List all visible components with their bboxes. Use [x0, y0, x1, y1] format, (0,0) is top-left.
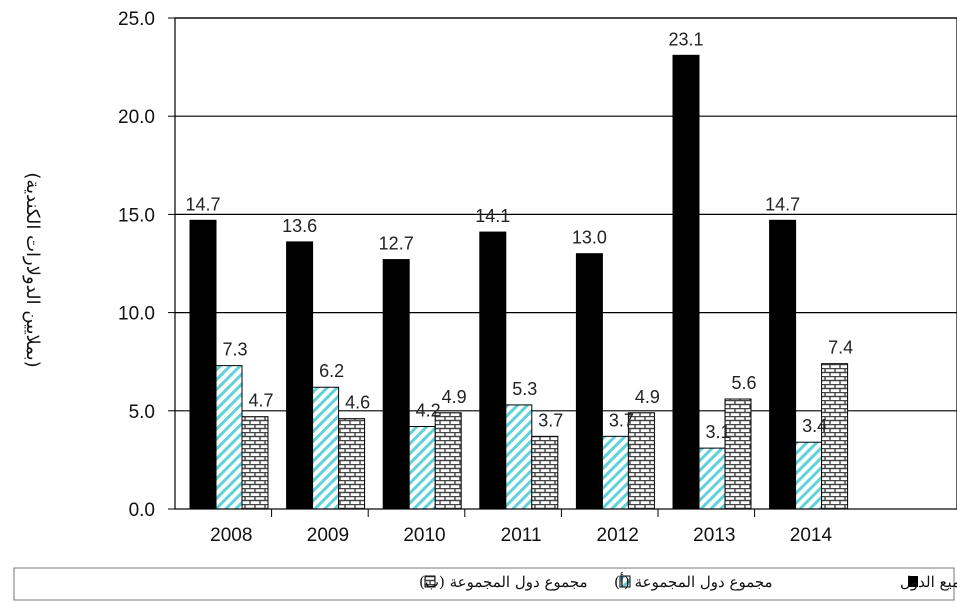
data-label-series-1: 23.1: [668, 29, 703, 49]
data-label-series-1: 14.7: [185, 194, 220, 214]
y-tick-label: 15.0: [118, 205, 155, 226]
y-axis-label: (بملايين الدولارات الكندية): [22, 172, 43, 367]
data-label-series-2: 7.3: [222, 340, 247, 360]
bar-series-3: [821, 363, 849, 510]
bar-series-3: [724, 398, 752, 510]
y-tick-label: 25.0: [118, 9, 155, 30]
data-labels: 14.7 13.6 12.7 14.1 13.0 23.1 14.7 7.3 6.2 4.2 5.3…: [185, 29, 853, 442]
x-tick-label: 2014: [790, 525, 833, 546]
data-label-series-1: 12.7: [379, 234, 414, 254]
data-label-series-2: 3.1: [705, 422, 730, 442]
bar-series-3: [338, 418, 366, 510]
data-label-series-3: 4.9: [442, 387, 467, 407]
legend-label-series-2: مجموع دول المجموعة (أ): [614, 572, 773, 591]
x-tick-label: 2012: [597, 525, 639, 546]
legend-label-series-1: مجموع المستحقات على جميع الدول: [900, 573, 957, 591]
plot-area-frame: [174, 17, 957, 510]
data-label-series-2: 4.2: [416, 401, 441, 421]
x-tick-label: 2008: [210, 525, 252, 546]
legend-swatch-series-1: [908, 576, 918, 587]
y-tick-label: 20.0: [118, 107, 155, 128]
data-label-series-1: 14.1: [475, 206, 510, 226]
data-label-series-2: 3.4: [802, 416, 827, 436]
bar-series-3: [434, 412, 462, 510]
bar-series-1: [479, 231, 507, 510]
bar-series-2: [312, 386, 340, 510]
data-label-series-3: 3.7: [538, 410, 563, 430]
data-label-series-2: 6.2: [319, 361, 344, 381]
bar-series-3: [531, 435, 559, 510]
data-label-series-3: 4.9: [635, 387, 660, 407]
bar-series-2: [505, 404, 533, 510]
bar-series-1: [672, 54, 700, 510]
data-label-series-1: 13.6: [282, 216, 317, 236]
bar-series-1: [286, 241, 314, 510]
x-tick-label: 2009: [307, 525, 349, 546]
y-tick-label: 10.0: [118, 304, 155, 325]
data-label-series-3: 4.7: [248, 391, 273, 411]
x-tick-label: 2010: [403, 525, 445, 546]
data-label-series-3: 4.6: [345, 393, 370, 413]
bar-series-1: [769, 219, 797, 510]
data-label-series-3: 5.6: [731, 373, 756, 393]
y-axis-ticks: 0.0 5.0 10.0 15.0 20.0 25.0: [118, 9, 175, 521]
data-label-series-1: 14.7: [765, 194, 800, 214]
legend-swatch-series-3: [424, 575, 436, 588]
bar-series-3: [627, 412, 655, 510]
data-label-series-1: 13.0: [572, 228, 607, 248]
y-tick-label: 5.0: [129, 402, 155, 423]
data-label-series-2: 5.3: [512, 379, 537, 399]
bar-series-2: [215, 365, 243, 510]
bar-series-1: [189, 219, 217, 510]
data-label-series-3: 7.4: [828, 338, 853, 358]
bar-series-1: [575, 253, 603, 510]
bar-series-2: [795, 441, 823, 510]
legend: مجموع المستحقات على جميع الدول مجموع دول…: [13, 567, 957, 601]
bar-series-2: [601, 435, 629, 510]
legend-label-series-3: مجموع دول المجموعة (ب): [419, 573, 588, 591]
legend-box: [13, 567, 955, 601]
bar-series-2: [408, 426, 436, 510]
bar-series-1: [382, 259, 410, 510]
y-tick-label: 0.0: [129, 500, 155, 521]
x-tick-label: 2013: [693, 525, 735, 546]
x-tick-label: 2011: [501, 525, 542, 546]
legend-swatch-series-2: [619, 575, 631, 588]
bar-series-3: [241, 416, 269, 510]
x-axis-ticks: 2008 2009 2010 2011 2012 2013 2014: [210, 509, 832, 546]
data-label-series-2: 3.7: [609, 410, 634, 430]
bar-series-2: [698, 447, 726, 510]
bars: [189, 54, 849, 510]
